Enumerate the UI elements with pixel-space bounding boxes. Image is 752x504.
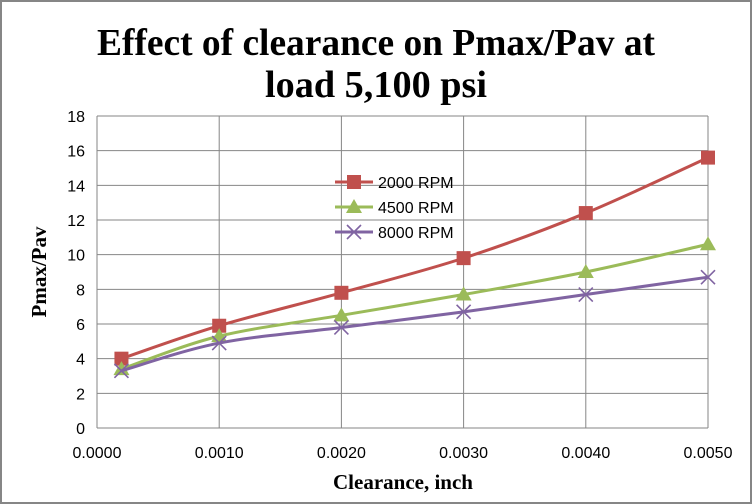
- x-tick-label: 0.0000: [73, 445, 122, 462]
- x-tick-labels: 0.0000 0.0010 0.0020 0.0030 0.0040 0.0050: [73, 445, 733, 462]
- y-tick-label: 4: [76, 352, 85, 369]
- data-point: [456, 251, 471, 266]
- legend: 2000 RPM 4500 RPM 8000 RPM: [335, 175, 454, 242]
- data-point: [114, 351, 129, 366]
- y-tick-label: 0: [76, 421, 85, 438]
- data-point: [700, 236, 716, 251]
- series-group: [113, 150, 716, 379]
- legend-item: 8000 RPM: [335, 224, 454, 242]
- chart-title-line-2: load 5,100 psi: [265, 64, 487, 106]
- data-point: [212, 318, 227, 333]
- data-point: [701, 150, 715, 165]
- legend-marker: [346, 199, 362, 213]
- x-tick-label: 0.0040: [561, 445, 610, 462]
- legend-label: 2000 RPM: [378, 175, 454, 192]
- x-axis-label: Clearance, inch: [333, 470, 473, 494]
- data-point: [333, 319, 349, 336]
- x-tick-label: 0.0010: [195, 445, 244, 462]
- chart-title-line-1: Effect of clearance on Pmax/Pav at: [97, 22, 655, 64]
- legend-label: 8000 RPM: [378, 225, 454, 242]
- series-line: [121, 275, 709, 373]
- data-point: [700, 269, 716, 285]
- legend-label: 4500 RPM: [378, 200, 454, 217]
- series-8000-rpm: [113, 269, 716, 379]
- data-point: [577, 264, 594, 278]
- x-tick-label: 0.0050: [684, 445, 733, 462]
- data-point: [456, 304, 472, 320]
- legend-item: 2000 RPM: [335, 175, 454, 192]
- data-point: [113, 363, 130, 379]
- data-point: [211, 335, 227, 351]
- x-tick-label: 0.0030: [439, 445, 488, 462]
- y-axis-label: Pmax/Pav: [27, 226, 51, 317]
- data-point: [333, 307, 350, 322]
- y-tick-label: 16: [67, 144, 85, 161]
- y-tick-label: 12: [67, 213, 85, 230]
- data-point: [113, 361, 130, 376]
- y-tick-labels: 0 2 4 6 8 10 12 14 16 18: [67, 109, 85, 438]
- y-tick-label: 8: [76, 282, 85, 299]
- data-point: [578, 206, 593, 221]
- y-tick-label: 10: [67, 248, 85, 265]
- y-tick-label: 6: [76, 317, 85, 334]
- y-tick-label: 14: [67, 178, 85, 195]
- data-point: [578, 286, 594, 303]
- series-2000-rpm: [114, 150, 715, 366]
- y-tick-label: 18: [67, 109, 85, 126]
- grid: [96, 115, 709, 429]
- legend-marker: [347, 175, 361, 189]
- x-tick-label: 0.0020: [317, 445, 366, 462]
- data-point: [455, 286, 472, 301]
- data-point: [334, 285, 349, 300]
- legend-item: 4500 RPM: [335, 199, 454, 217]
- legend-marker: [346, 224, 362, 240]
- y-tick-label: 2: [76, 386, 85, 403]
